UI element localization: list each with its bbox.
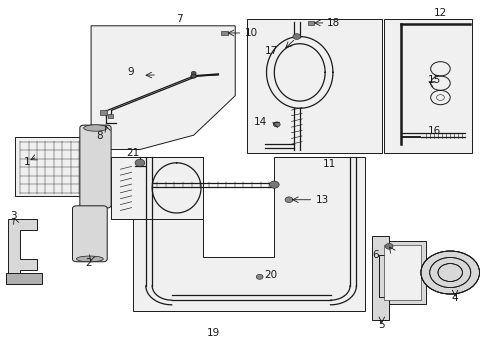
Text: 6: 6 — [372, 249, 378, 260]
Text: 2: 2 — [85, 258, 92, 268]
Circle shape — [191, 71, 196, 75]
Circle shape — [285, 197, 293, 203]
Circle shape — [293, 34, 301, 40]
Ellipse shape — [76, 256, 103, 262]
Text: 11: 11 — [323, 159, 337, 169]
FancyBboxPatch shape — [73, 206, 107, 262]
Text: 3: 3 — [10, 211, 17, 221]
Polygon shape — [91, 26, 235, 149]
Bar — [108, 114, 113, 118]
Circle shape — [421, 251, 480, 294]
Polygon shape — [384, 244, 421, 300]
Text: 4: 4 — [452, 293, 459, 303]
Circle shape — [191, 74, 196, 78]
Text: 8: 8 — [96, 131, 102, 141]
Text: 18: 18 — [327, 18, 341, 28]
Text: 9: 9 — [127, 67, 134, 77]
Text: 19: 19 — [207, 328, 220, 338]
Text: 12: 12 — [434, 8, 447, 18]
Polygon shape — [372, 235, 389, 320]
Text: 1: 1 — [24, 157, 31, 167]
Polygon shape — [15, 137, 106, 196]
Text: 14: 14 — [254, 117, 267, 127]
Text: 17: 17 — [265, 46, 278, 56]
Text: 10: 10 — [245, 28, 258, 38]
Text: 16: 16 — [428, 126, 441, 135]
Polygon shape — [8, 220, 37, 280]
Circle shape — [270, 181, 279, 188]
Text: 13: 13 — [316, 195, 329, 205]
Polygon shape — [111, 157, 203, 220]
Text: 15: 15 — [428, 75, 441, 85]
Bar — [100, 111, 107, 116]
Text: 5: 5 — [378, 320, 385, 330]
Circle shape — [385, 243, 393, 249]
FancyBboxPatch shape — [80, 125, 111, 208]
Polygon shape — [379, 241, 426, 304]
Circle shape — [191, 74, 196, 78]
Text: 7: 7 — [176, 14, 182, 24]
Polygon shape — [384, 19, 472, 153]
Bar — [221, 31, 228, 35]
Text: 21: 21 — [126, 148, 139, 158]
Polygon shape — [247, 19, 382, 153]
Ellipse shape — [84, 125, 107, 131]
Bar — [308, 21, 314, 25]
Polygon shape — [133, 157, 365, 311]
Circle shape — [135, 159, 145, 166]
Circle shape — [256, 274, 263, 279]
Text: 20: 20 — [265, 270, 278, 280]
Polygon shape — [5, 273, 42, 284]
Circle shape — [273, 122, 280, 127]
